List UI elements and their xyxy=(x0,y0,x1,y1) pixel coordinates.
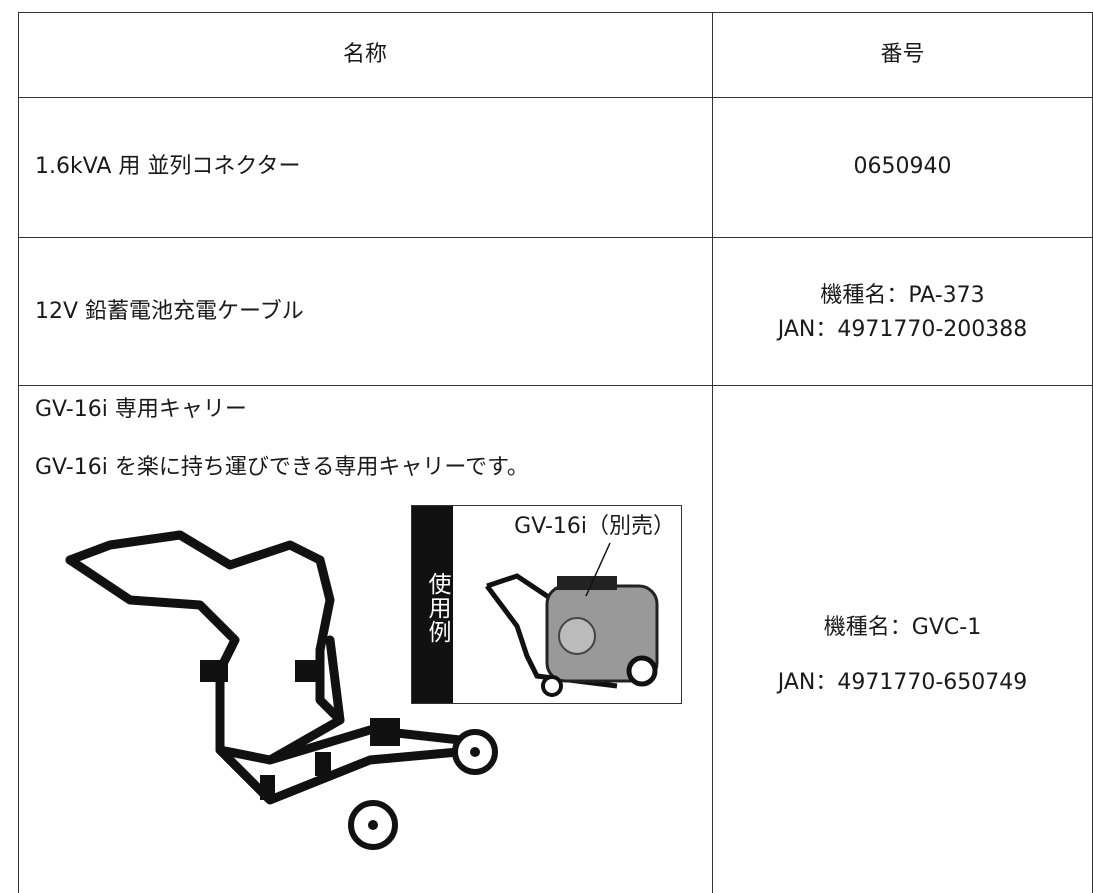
border xyxy=(18,385,1093,386)
border xyxy=(18,237,1093,238)
border xyxy=(18,12,19,893)
usage-label-strip: 使用例 xyxy=(412,506,453,703)
generator-illustration xyxy=(485,573,659,697)
border xyxy=(18,97,1093,98)
usage-example: 使用例 GV-16i（別売） xyxy=(411,505,682,704)
header-cell: 番号 xyxy=(880,42,925,67)
caption-pointer xyxy=(585,542,611,597)
product-name: 12V 鉛蓄電池充電ケーブル xyxy=(35,299,304,324)
product-number: JAN：4971770-200388 xyxy=(777,317,1028,342)
product-number: 機種名：PA-373 xyxy=(820,283,985,308)
product-number: 0650940 xyxy=(853,154,952,179)
product-description: GV-16i を楽に持ち運びできる専用キャリーです。 xyxy=(35,455,529,480)
usage-label: 使用例 xyxy=(424,572,450,644)
border xyxy=(712,12,713,893)
product-name: 1.6kVA 用 並列コネクター xyxy=(35,154,301,179)
border xyxy=(18,12,1093,13)
usage-caption: GV-16i（別売） xyxy=(514,514,675,539)
product-name: GV-16i 専用キャリー xyxy=(35,397,247,422)
header-cell: 名称 xyxy=(342,42,387,67)
product-number: 機種名：GVC-1 xyxy=(823,615,982,640)
product-number: JAN：4971770-650749 xyxy=(777,670,1028,695)
carrier-illustration xyxy=(65,530,498,850)
